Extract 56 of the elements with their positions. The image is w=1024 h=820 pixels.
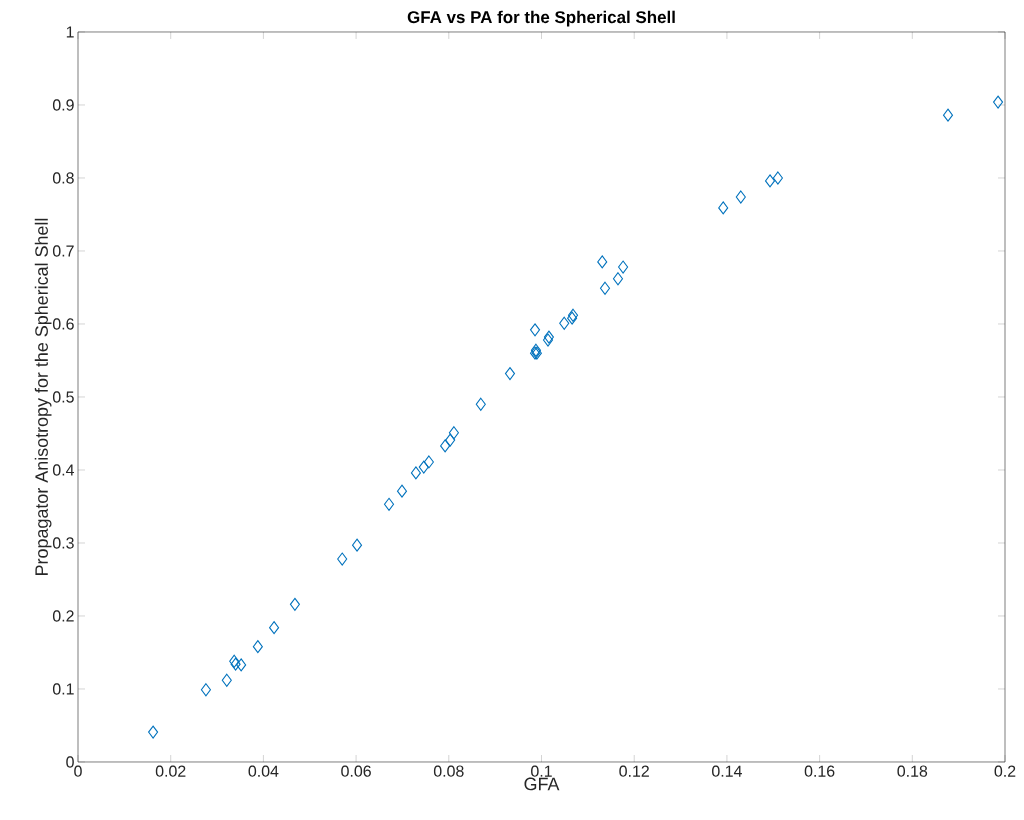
y-tick-label: 0.1 — [52, 683, 74, 695]
chart-title: GFA vs PA for the Spherical Shell — [407, 10, 675, 27]
point — [410, 466, 421, 480]
point — [529, 323, 541, 337]
y-tick-label: 0.4 — [52, 464, 75, 476]
point — [337, 552, 348, 566]
x-tick-label: 0.04 — [248, 765, 279, 777]
point — [764, 174, 776, 188]
point — [351, 538, 363, 552]
point — [448, 426, 459, 440]
x-tick-label: 0.12 — [619, 765, 649, 777]
x-tick-label: 0.1 — [531, 765, 552, 777]
x-tick-label: 0.18 — [897, 765, 928, 777]
point — [597, 255, 608, 269]
point — [221, 673, 232, 687]
y-tick-label: 0.8 — [52, 172, 74, 184]
x-tick-label: 0.08 — [433, 765, 464, 777]
point — [445, 433, 456, 447]
x-tick-label: 0 — [74, 765, 82, 777]
point — [440, 439, 451, 453]
y-tick-label: 0.2 — [52, 610, 74, 622]
point — [718, 201, 729, 215]
point — [735, 190, 746, 204]
point — [618, 260, 629, 274]
point — [599, 281, 611, 295]
point — [200, 683, 211, 697]
point — [396, 484, 408, 498]
point — [383, 497, 395, 511]
y-tick-label: 0.3 — [52, 537, 74, 549]
point — [269, 621, 280, 635]
x-tick-label: 0.02 — [155, 765, 186, 777]
y-tick-label: 0 — [66, 756, 74, 768]
point — [559, 316, 570, 330]
point — [418, 460, 429, 474]
point — [993, 95, 1004, 109]
point — [504, 367, 516, 381]
x-tick-label: 0.06 — [341, 765, 371, 777]
x-tick-label: 0.2 — [994, 765, 1016, 777]
point — [252, 640, 263, 654]
y-tick-label: 0.5 — [52, 391, 74, 403]
point — [423, 455, 434, 469]
point — [148, 725, 159, 739]
y-tick-label: 0.7 — [52, 245, 74, 257]
y-axis-title: Propagator Anisotropy for the Spherical Shell — [34, 218, 52, 575]
y-tick-label: 1 — [66, 26, 74, 38]
point — [236, 658, 247, 672]
point — [772, 171, 783, 185]
point — [612, 272, 624, 286]
x-tick-label: 0.14 — [712, 765, 742, 777]
point — [475, 397, 486, 411]
point — [289, 597, 300, 611]
point — [942, 108, 954, 122]
x-tick-label: 0.16 — [804, 765, 835, 777]
x-axis-title: GFA — [524, 777, 560, 791]
y-tick-label: 0.9 — [52, 99, 74, 111]
y-tick-label: 0.6 — [52, 318, 74, 330]
